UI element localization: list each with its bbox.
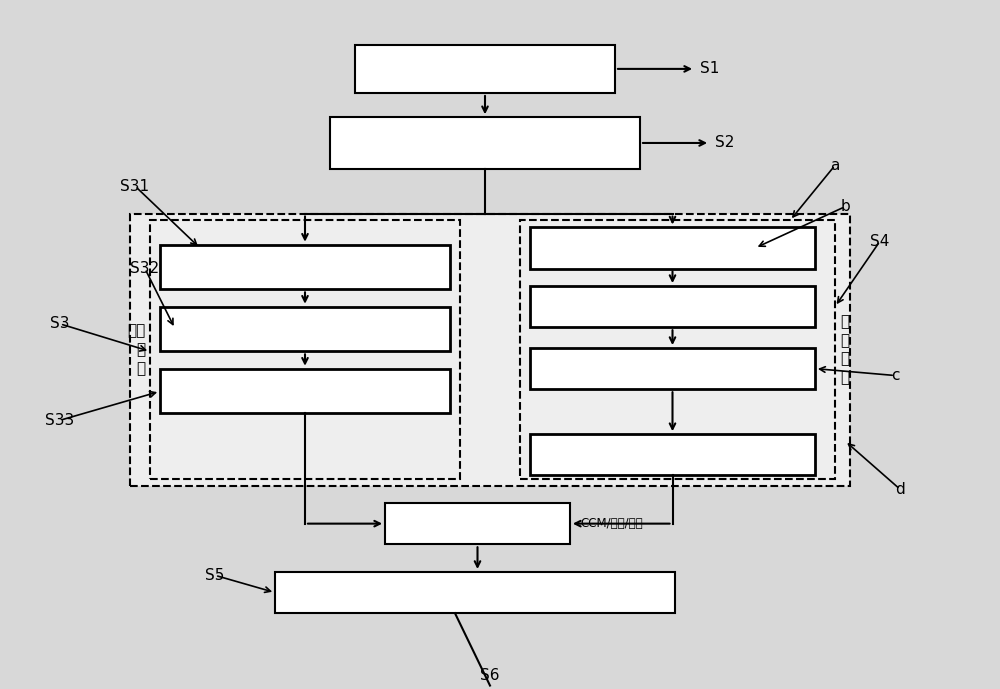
Text: S31: S31 [120, 178, 150, 194]
Text: CCM/重要/次要: CCM/重要/次要 [580, 517, 643, 530]
Bar [530, 286, 815, 327]
Text: S6: S6 [480, 668, 500, 683]
Text: d: d [895, 482, 905, 497]
Bar [150, 220, 460, 479]
Bar [275, 572, 675, 613]
Bar [355, 45, 615, 93]
Bar [330, 117, 640, 169]
Text: c: c [891, 368, 899, 383]
Bar [530, 434, 815, 475]
Bar [530, 348, 815, 389]
Text: S32: S32 [130, 261, 160, 276]
Bar [160, 369, 450, 413]
Text: 技术
分
析: 技术 分 析 [127, 324, 145, 376]
Bar [520, 220, 835, 479]
Text: S4: S4 [870, 234, 890, 249]
Text: a: a [830, 158, 840, 173]
Bar [530, 227, 815, 269]
Text: S1: S1 [700, 61, 719, 76]
Text: b: b [840, 199, 850, 214]
Bar [160, 307, 450, 351]
Text: S5: S5 [205, 568, 225, 583]
Bar [130, 214, 850, 486]
Text: S2: S2 [715, 136, 734, 150]
Text: S3: S3 [50, 316, 70, 331]
Text: S33: S33 [45, 413, 75, 428]
Bar [385, 503, 570, 544]
Text: 功
能
分
析: 功 能 分 析 [840, 314, 849, 385]
Bar [160, 245, 450, 289]
